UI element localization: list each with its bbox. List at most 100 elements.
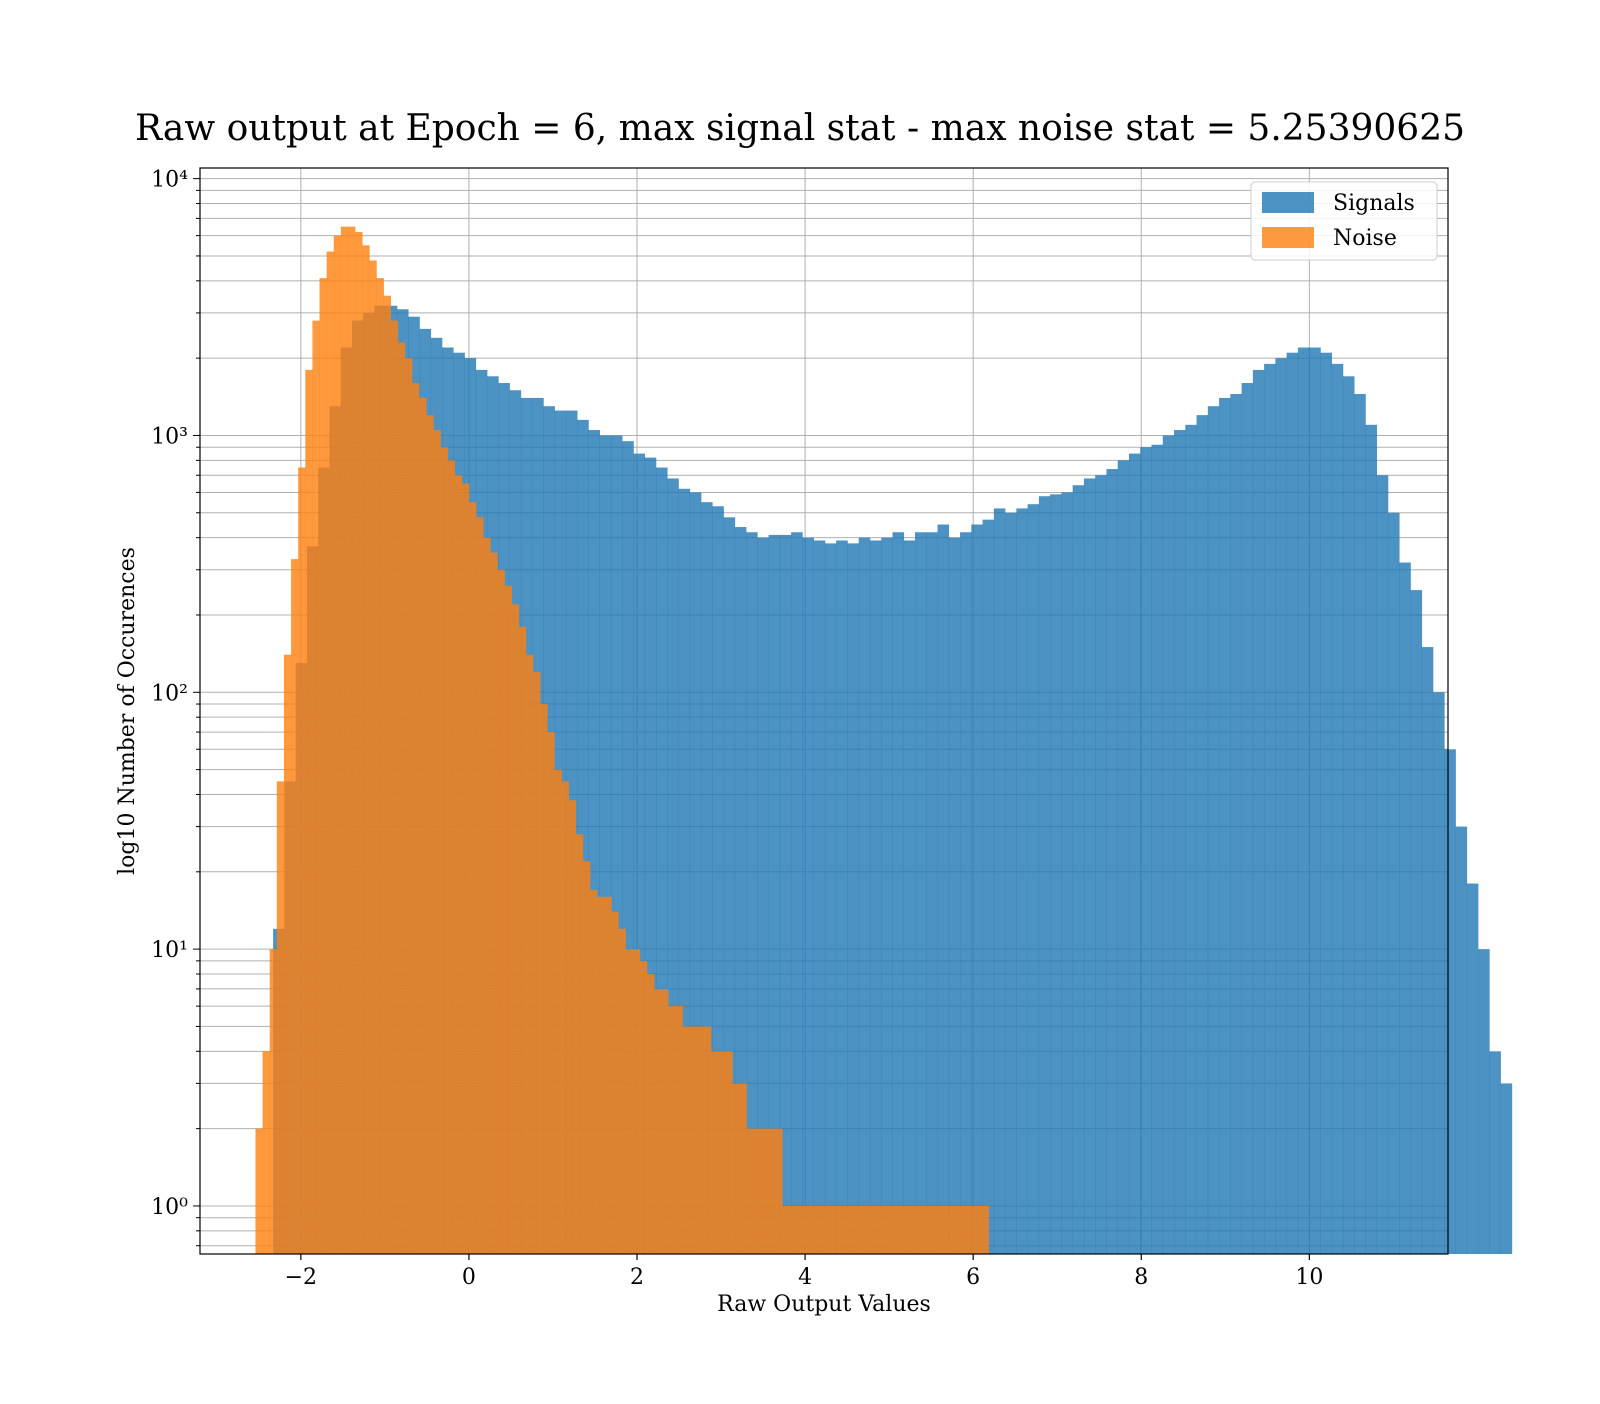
bar-signals — [723, 517, 736, 1254]
bar-noise — [461, 483, 470, 1254]
legend-label-noise: Noise — [1333, 226, 1397, 251]
bar-signals — [1196, 415, 1209, 1254]
bar-signals — [993, 508, 1006, 1254]
bar-noise — [597, 896, 605, 1254]
bar-signals — [915, 532, 927, 1254]
bar-noise — [604, 896, 612, 1254]
bar-noise — [483, 537, 491, 1254]
bar-noise — [440, 447, 448, 1255]
bar-signals — [610, 435, 623, 1254]
bar-signals — [1083, 478, 1096, 1254]
bar-noise — [262, 1051, 271, 1254]
bar-noise — [269, 949, 278, 1254]
bar-signals — [1174, 430, 1186, 1254]
bar-noise — [711, 1051, 719, 1254]
legend-swatch-noise — [1262, 227, 1314, 248]
bar-noise — [668, 1006, 676, 1254]
bar-signals — [622, 441, 634, 1255]
bar-signals — [1320, 352, 1332, 1255]
bar-noise — [696, 1026, 705, 1254]
bar-noise — [760, 1128, 769, 1254]
bar-signals — [746, 532, 758, 1254]
bar-noise — [611, 911, 619, 1254]
bar-signals — [701, 502, 713, 1254]
bar-signals — [734, 527, 747, 1254]
bar-noise — [789, 1205, 797, 1254]
bar-noise — [340, 226, 349, 1255]
y-tick-label: 10³ — [151, 424, 188, 449]
bar-signals — [1354, 394, 1366, 1254]
bar-noise — [590, 889, 598, 1254]
series-noise — [255, 226, 989, 1255]
bar-noise — [319, 278, 327, 1254]
bar-signals — [599, 435, 612, 1254]
bar-noise — [575, 834, 584, 1254]
bar-signals — [971, 524, 983, 1254]
bar-signals — [1309, 347, 1321, 1254]
x-tick-label: 10 — [1295, 1265, 1323, 1290]
bar-signals — [633, 453, 646, 1254]
bar-signals — [813, 540, 826, 1254]
legend-label-signals: Signals — [1333, 191, 1415, 216]
bar-noise — [561, 781, 569, 1254]
bar-signals — [903, 540, 916, 1254]
bar-signals — [1444, 749, 1456, 1254]
bar-noise — [860, 1205, 868, 1254]
bar-signals — [644, 457, 657, 1255]
bar-noise — [554, 769, 562, 1254]
bar-signals — [892, 532, 905, 1254]
bar-signals — [1016, 508, 1028, 1254]
y-tick-label: 10⁰ — [151, 1195, 188, 1220]
x-tick-label: 4 — [798, 1265, 812, 1290]
bar-noise — [910, 1205, 918, 1254]
bar-noise — [881, 1205, 890, 1254]
x-tick-label: 0 — [462, 1265, 476, 1290]
bar-signals — [926, 532, 938, 1254]
bar-noise — [404, 358, 413, 1254]
bar-signals — [1072, 485, 1085, 1254]
bar-signals — [1376, 475, 1389, 1254]
plot-frame — [199, 167, 1449, 1255]
bar-noise — [803, 1205, 811, 1254]
bar-noise — [476, 517, 484, 1254]
bar-signals — [802, 537, 814, 1254]
bar-signals — [768, 534, 781, 1254]
bar-noise — [896, 1205, 904, 1254]
bar-signals — [1399, 562, 1411, 1254]
bar-noise — [725, 1051, 733, 1254]
bar-noise — [355, 231, 363, 1254]
bar-noise — [618, 928, 626, 1254]
bar-signals — [678, 488, 691, 1254]
bar-signals — [1095, 475, 1107, 1254]
bar-signals — [667, 478, 679, 1254]
bar-signals — [1185, 424, 1197, 1254]
bar-signals — [1286, 352, 1299, 1255]
bar-signals — [1410, 590, 1423, 1254]
bar-noise — [504, 585, 513, 1254]
bar-signals — [1433, 692, 1445, 1254]
bar-noise — [533, 671, 541, 1254]
bar-noise — [810, 1205, 819, 1254]
bar-noise — [291, 559, 299, 1254]
bar-signals — [1027, 504, 1040, 1255]
y-tick-label: 10² — [151, 681, 188, 706]
bar-noise — [639, 960, 648, 1254]
legend-swatch-signals — [1262, 192, 1314, 213]
bar-noise — [782, 1205, 790, 1254]
bar-noise — [824, 1205, 833, 1254]
bar-noise — [490, 552, 498, 1254]
bar-noise — [362, 245, 370, 1255]
bar-signals — [791, 532, 803, 1254]
bar-signals — [1050, 494, 1062, 1254]
bar-signals — [656, 467, 668, 1254]
bar-noise — [853, 1205, 861, 1254]
bar-signals — [836, 540, 848, 1254]
bar-noise — [689, 1026, 698, 1254]
bar-signals — [982, 519, 995, 1254]
bar-noise — [412, 383, 420, 1254]
bar-signals — [1455, 826, 1468, 1254]
y-axis-label: log10 Number of Occurences — [115, 547, 140, 875]
bar-noise — [945, 1205, 954, 1254]
bar-signals — [1466, 883, 1479, 1254]
